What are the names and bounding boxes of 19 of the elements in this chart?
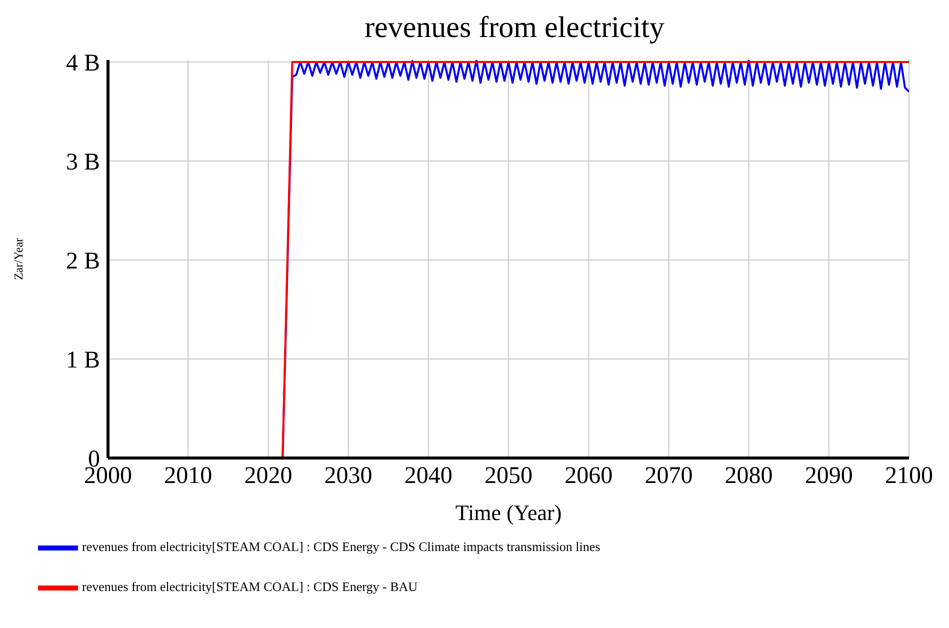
x-tick-label: 2010 <box>164 463 212 490</box>
x-axis-title: Time (Year) <box>455 500 562 525</box>
x-tick-label: 2090 <box>804 463 853 490</box>
y-tick-label: 2 B <box>66 248 100 275</box>
x-tick-label: 2050 <box>484 463 532 490</box>
x-tick-label: 2030 <box>324 463 372 490</box>
x-tick-label: 2100 <box>885 463 933 490</box>
x-tick-label: 2070 <box>644 463 693 490</box>
legend-label: revenues from electricity[STEAM COAL] : CDS Energy - CDS Climate impacts transmission lines <box>82 538 602 554</box>
chart-title: revenues from electricity <box>364 10 666 46</box>
y-axis-title: Zar/Year <box>11 238 26 280</box>
x-tick-label: 2040 <box>404 463 452 490</box>
y-tick-label: 3 B <box>66 150 100 176</box>
x-tick-label: 2020 <box>244 463 292 490</box>
x-tick-label: 2080 <box>724 463 773 490</box>
y-tick-label: 4 B <box>66 50 100 76</box>
y-tick-label: 1 B <box>66 348 100 374</box>
x-tick-label: 2060 <box>564 463 613 490</box>
legend-label: revenues from electricity[STEAM COAL] : CDS Energy - BAU <box>82 578 419 594</box>
